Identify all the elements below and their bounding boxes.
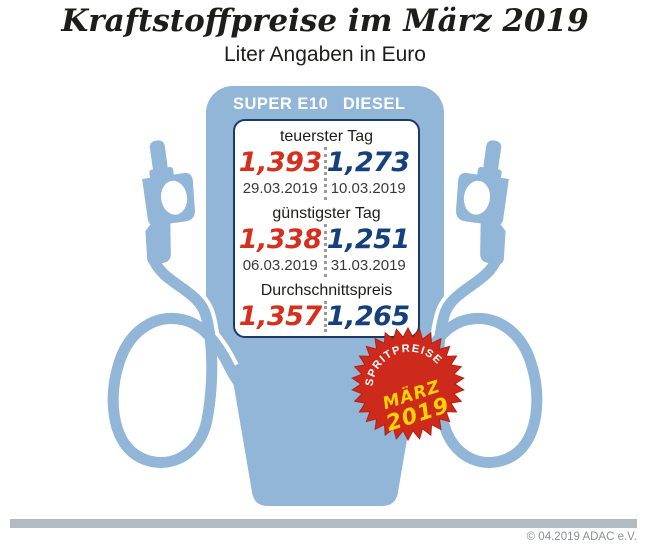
pump-product-labels: SUPER E10 DIESEL bbox=[233, 95, 420, 114]
left-hose bbox=[103, 252, 256, 472]
date-super-e10-max: 29.03.2019 bbox=[242, 180, 318, 197]
section-guenstigster-tag: günstigster Tag 1,338 06.03.2019 1,251 3… bbox=[237, 203, 416, 277]
date-diesel-min: 31.03.2019 bbox=[330, 257, 406, 274]
section-teuerster-tag: teuerster Tag 1,393 29.03.2019 1,273 10.… bbox=[237, 126, 416, 200]
copyright-text: © 04.2019 ADAC e.V. bbox=[526, 531, 637, 543]
price-display-panel: teuerster Tag 1,393 29.03.2019 1,273 10.… bbox=[233, 119, 420, 338]
section-label: günstigster Tag bbox=[272, 205, 381, 222]
label-super-e10: SUPER E10 bbox=[233, 95, 329, 113]
spritpreise-badge: SPRITPREISE MÄRZ 2019 bbox=[351, 326, 465, 442]
left-nozzle-icon bbox=[142, 140, 195, 265]
label-diesel: DIESEL bbox=[342, 95, 406, 113]
section-label: teuerster Tag bbox=[279, 128, 374, 145]
page-subtitle: Liter Angaben in Euro bbox=[224, 43, 426, 66]
footer-divider-bar bbox=[10, 519, 637, 528]
page-title: Kraftstoffpreise im März 2019 bbox=[61, 3, 589, 39]
price-super-e10-max: 1,393 bbox=[238, 147, 322, 178]
price-diesel-max: 1,273 bbox=[326, 147, 410, 178]
starburst-shape bbox=[351, 326, 465, 442]
section-durchschnittspreis: Durchschnittspreis 1,357 1,265 bbox=[237, 280, 416, 332]
price-super-e10-min: 1,338 bbox=[238, 224, 322, 255]
price-diesel-min: 1,251 bbox=[326, 224, 410, 255]
price-diesel-avg: 1,265 bbox=[326, 301, 410, 332]
date-diesel-max: 10.03.2019 bbox=[330, 180, 406, 197]
right-nozzle-icon bbox=[456, 140, 509, 265]
price-super-e10-avg: 1,357 bbox=[238, 301, 322, 332]
date-super-e10-min: 06.03.2019 bbox=[242, 257, 318, 274]
section-label: Durchschnittspreis bbox=[260, 282, 393, 299]
